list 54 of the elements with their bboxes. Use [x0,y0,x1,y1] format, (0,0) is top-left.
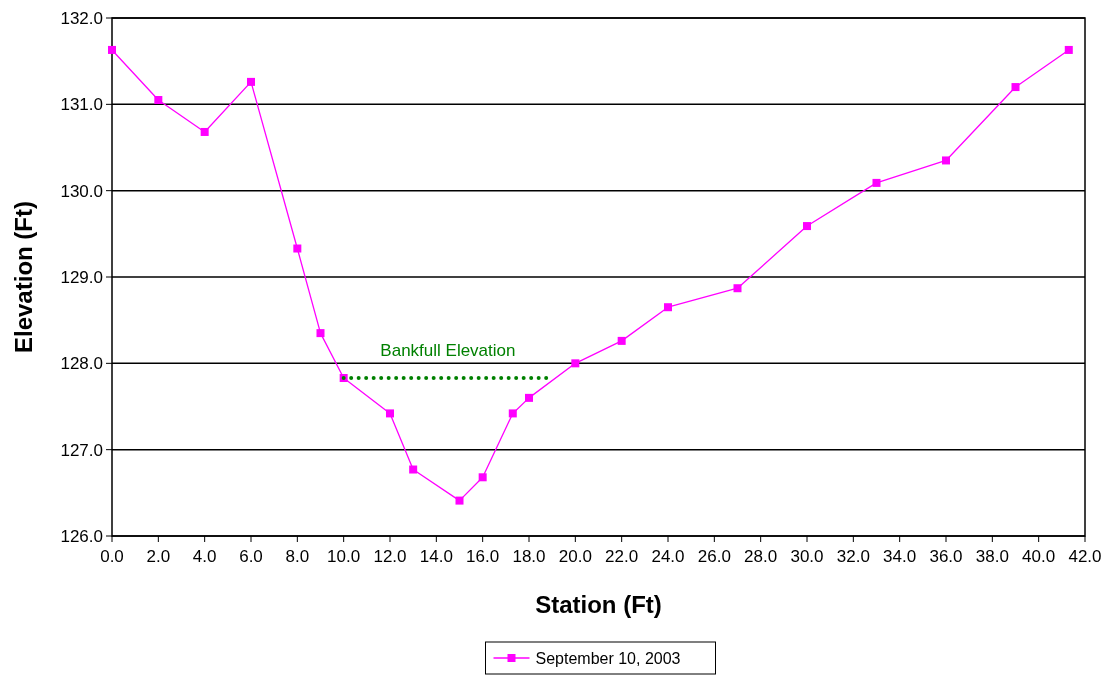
y-tick-label: 128.0 [60,354,103,374]
point [1064,45,1073,54]
point [872,178,881,187]
x-tick-label: 38.0 [975,547,1009,566]
x-tick-label: 20.0 [558,547,592,566]
point [478,473,487,482]
x-tick-label: 0.0 [100,547,124,566]
x-tick-label: 16.0 [466,547,500,566]
x-tick-label: 14.0 [419,547,453,566]
x-tick-label: 10.0 [327,547,361,566]
point [617,336,626,345]
y-tick-label: 126.0 [60,526,103,546]
x-tick-label: 18.0 [512,547,546,566]
point [508,409,517,418]
x-tick-label: 28.0 [744,547,778,566]
point [386,409,394,418]
x-tick-label: 24.0 [651,547,685,566]
x-tick-label: 40.0 [1022,547,1056,566]
point [200,127,209,136]
x-tick-label: 2.0 [146,547,171,566]
point [733,284,742,293]
point [154,96,163,105]
point [942,156,950,165]
point [664,303,672,312]
point [525,393,533,402]
x-tick-label: 22.0 [605,547,639,566]
x-tick-label: 36.0 [929,547,963,566]
y-tick-label: 127.0 [60,440,103,460]
x-tick-label: 6.0 [239,547,263,566]
y-tick-label: 132.0 [60,8,103,28]
x-tick-label: 42.0 [1068,547,1102,566]
point [316,329,325,338]
x-axis-title: Station (Ft) [535,591,662,618]
x-tick-label: 30.0 [790,547,824,566]
point [247,77,255,86]
x-tick-label: 26.0 [697,547,731,566]
point [409,465,418,474]
point [293,244,302,253]
point [1011,83,1020,92]
x-tick-label: 12.0 [373,547,407,566]
point [455,496,464,505]
y-tick-label: 130.0 [60,181,103,201]
x-tick-label: 32.0 [836,547,870,566]
point [108,45,116,54]
point [571,359,580,368]
x-tick-label: 4.0 [192,547,217,566]
legend-label: September 10, 2003 [535,649,681,667]
annotation: Bankfull Elevation [380,341,516,361]
y-tick-label: 131.0 [60,95,103,115]
x-tick-label: 8.0 [285,547,310,566]
y-tick-label: 129.0 [60,267,103,287]
x-tick-label: 34.0 [883,547,917,566]
point [803,222,811,231]
y-axis-title: Elevation (Ft) [10,200,37,354]
